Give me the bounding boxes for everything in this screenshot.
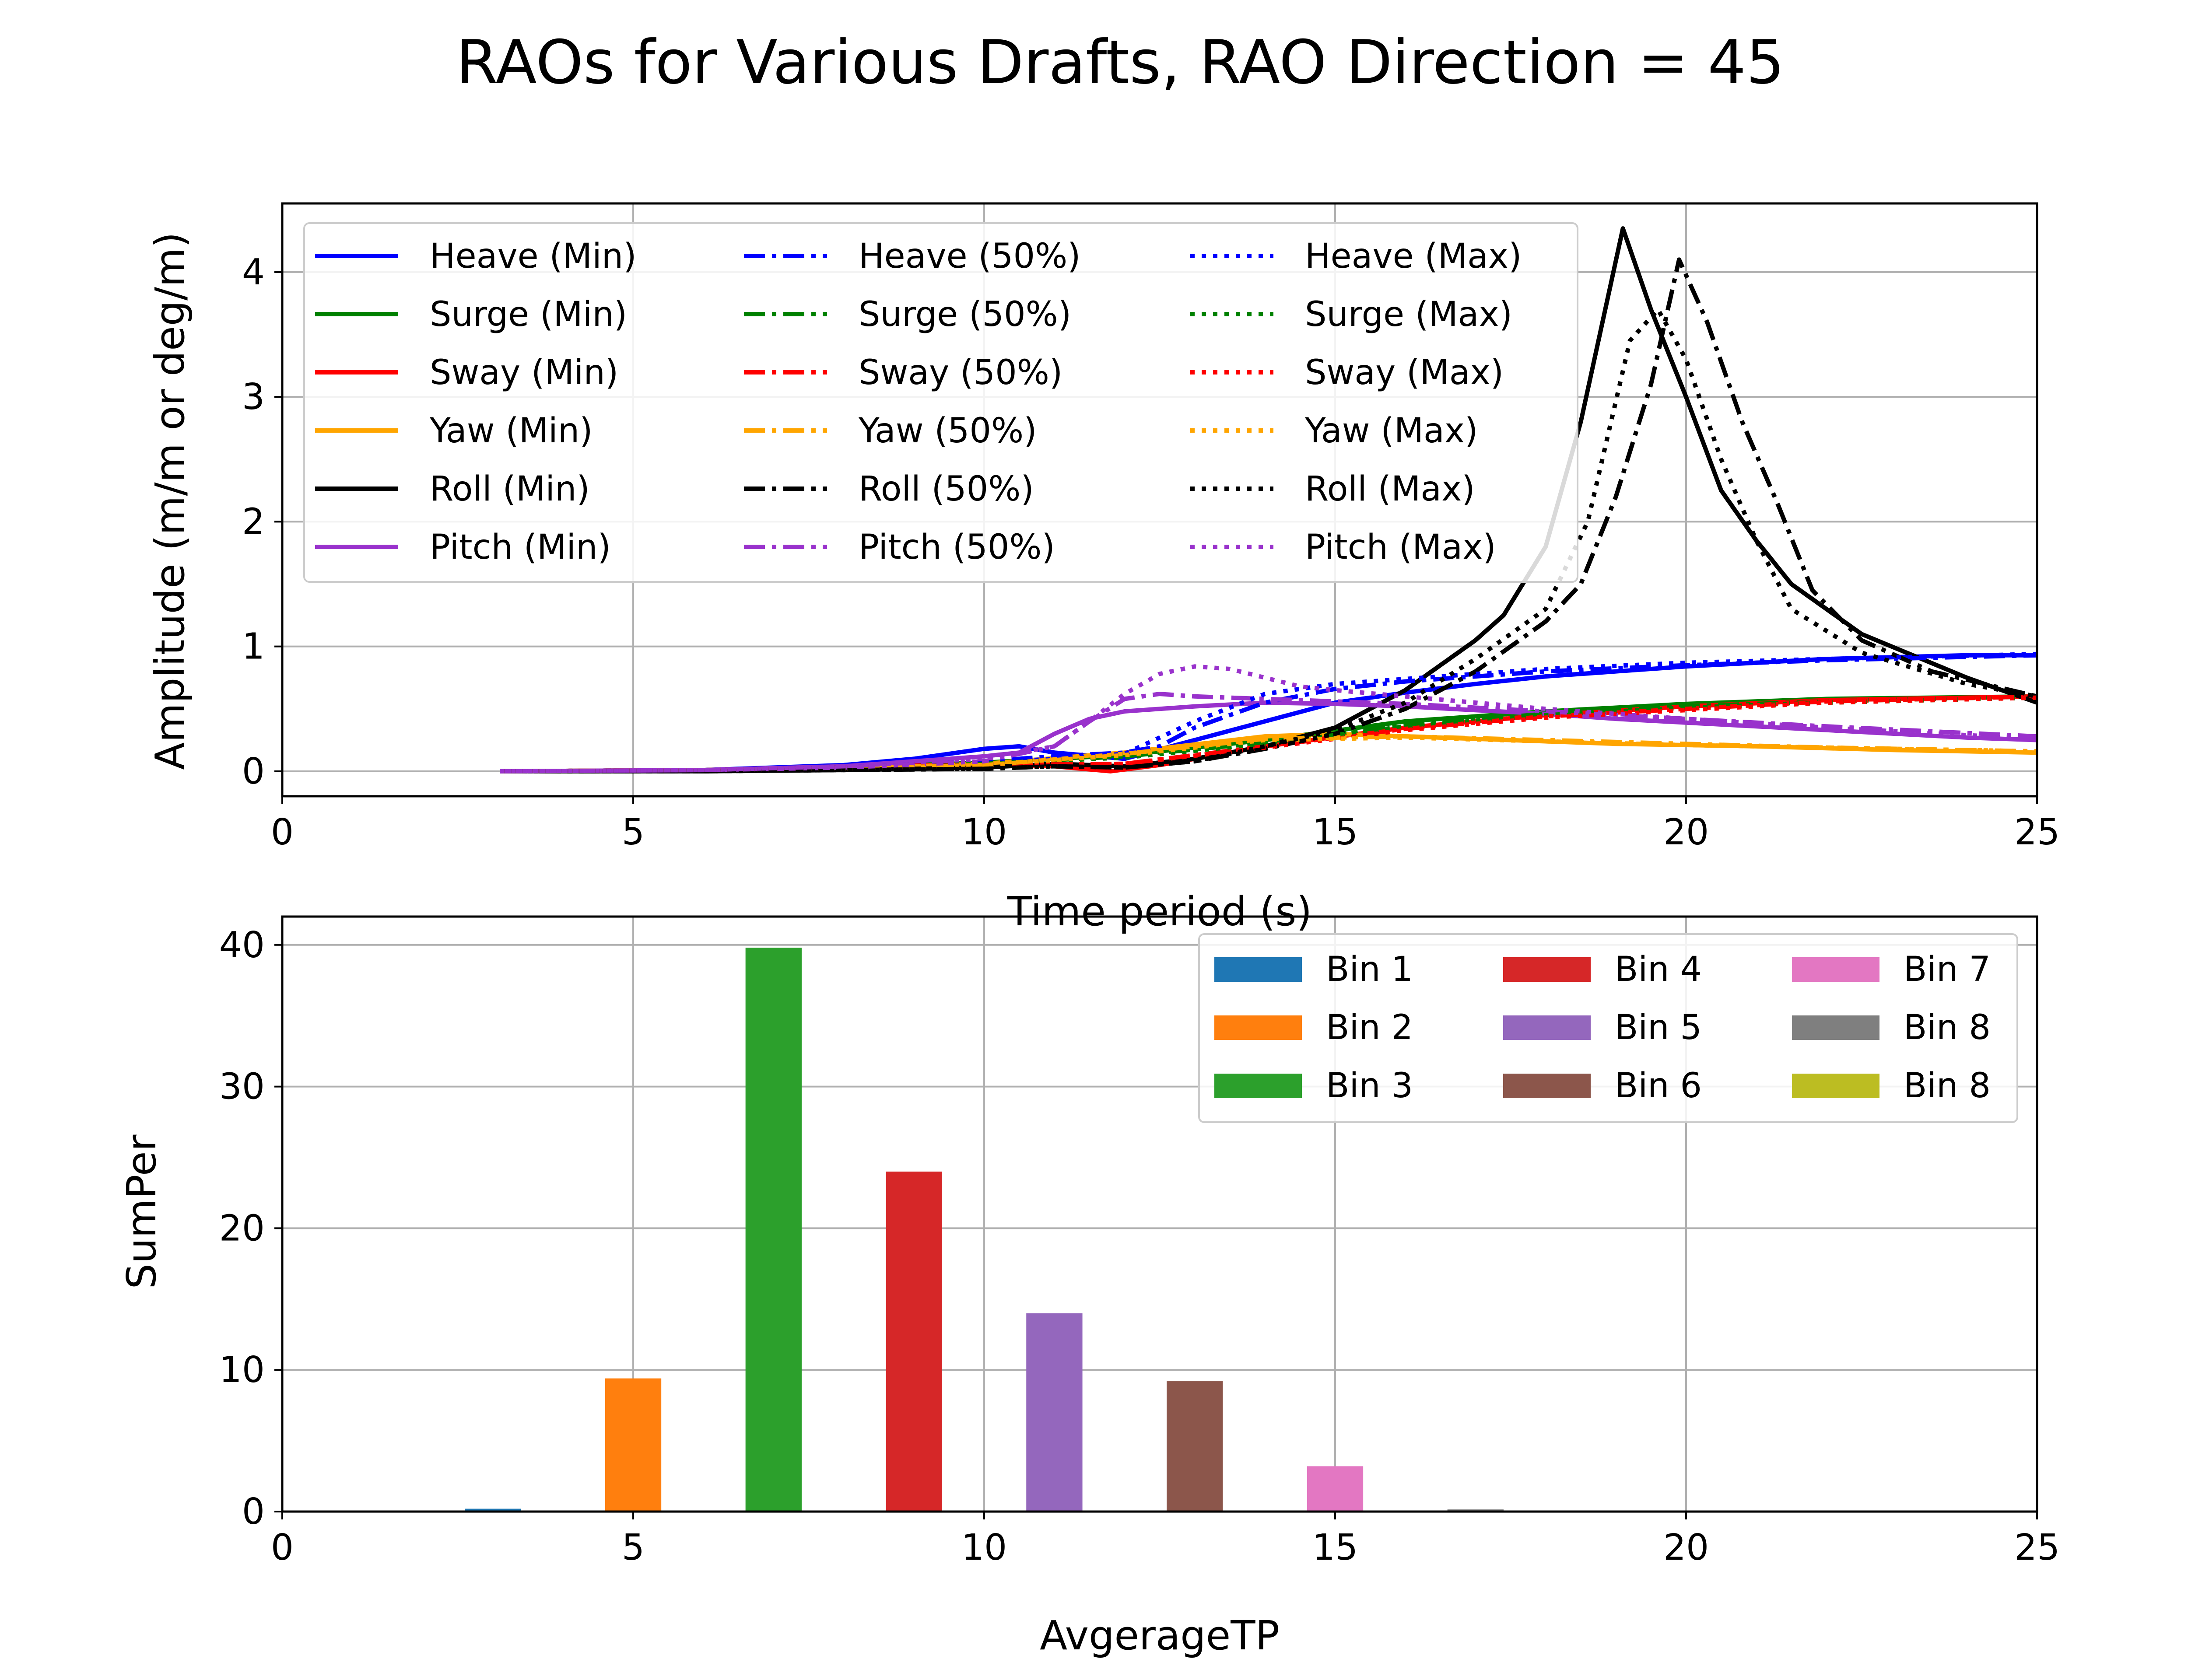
rao-series-line xyxy=(500,307,2037,774)
rao-legend-label: Pitch (50%) xyxy=(859,528,1055,567)
rao-y-tick-label: 2 xyxy=(242,501,265,542)
bin-y-axis-label: SumPer xyxy=(118,1134,165,1289)
bin-x-tick-label: 20 xyxy=(1663,1527,1709,1568)
bin-legend: Bin 1 Bin 2 Bin 3 Bin 4 Bin 5 Bin 6 Bin 7 Bin 8… xyxy=(1198,933,2018,1123)
bin-legend-label: Bin 7 xyxy=(1904,950,1991,989)
bin-legend-swatch xyxy=(1214,957,1302,982)
bin-bar xyxy=(1026,1313,1083,1512)
bin-legend-label: Bin 1 xyxy=(1326,950,1413,989)
rao-legend-label: Sway (Max) xyxy=(1305,353,1504,392)
rao-x-tick-label: 0 xyxy=(271,812,294,853)
rao-x-tick-label: 15 xyxy=(1312,812,1358,853)
rao-legend-label: Roll (50%) xyxy=(859,469,1034,509)
bin-x-ticks: 0 5 10 15 20 25 xyxy=(271,1512,2060,1568)
bin-legend-label: Bin 4 xyxy=(1615,950,1702,989)
rao-y-tick-label: 3 xyxy=(242,376,265,418)
figure-title: RAOs for Various Drafts, RAO Direction =… xyxy=(456,27,1785,98)
rao-x-axis-label: Time period (s) xyxy=(1007,888,1312,935)
rao-y-tick-label: 0 xyxy=(242,751,265,792)
bin-legend-label: Bin 3 xyxy=(1326,1066,1413,1106)
rao-series-line xyxy=(500,257,2038,774)
rao-legend-label: Roll (Max) xyxy=(1305,469,1475,509)
bin-y-tick-label: 40 xyxy=(219,924,265,966)
rao-legend-label: Surge (50%) xyxy=(859,295,1071,334)
bin-x-tick-label: 10 xyxy=(961,1527,1007,1568)
bin-legend-label: Bin 2 xyxy=(1326,1008,1413,1047)
rao-x-tick-label: 5 xyxy=(622,812,645,853)
rao-legend-label: Pitch (Min) xyxy=(430,528,611,567)
bin-bar xyxy=(886,1171,942,1512)
rao-series-lines xyxy=(500,226,2038,774)
rao-plot-frame xyxy=(281,202,2038,798)
bin-legend-swatch xyxy=(1214,1074,1302,1098)
bin-legend-swatch xyxy=(1503,1015,1591,1040)
rao-legend-label: Heave (Max) xyxy=(1305,237,1522,276)
bin-x-tick-label: 15 xyxy=(1312,1527,1358,1568)
rao-legend-label: Surge (Max) xyxy=(1305,295,1512,334)
bin-x-tick-label: 25 xyxy=(2014,1527,2060,1568)
rao-x-tick-label: 10 xyxy=(961,812,1007,853)
rao-series-line xyxy=(500,700,2037,774)
rao-legend-label: Heave (Min) xyxy=(430,237,637,276)
rao-line-chart: 0 5 10 15 20 25 0 1 2 3 4 Time period (s) Amplitu… xyxy=(147,202,2060,935)
bin-legend-label: Bin 8 xyxy=(1904,1066,1991,1106)
bin-x-axis-label: AvgerageTP xyxy=(1040,1612,1280,1659)
bin-y-tick-label: 30 xyxy=(219,1066,265,1108)
bin-legend-swatch xyxy=(1792,957,1879,982)
bin-legend-swatch xyxy=(1214,1015,1302,1040)
rao-legend-label: Yaw (50%) xyxy=(858,411,1037,451)
bin-legend-swatch xyxy=(1503,1074,1591,1098)
rao-legend-label: Sway (50%) xyxy=(859,353,1062,392)
bin-legend-label: Bin 6 xyxy=(1615,1066,1702,1106)
rao-legend-label: Roll (Min) xyxy=(430,469,590,509)
rao-x-tick-label: 20 xyxy=(1663,812,1709,853)
bin-bar xyxy=(605,1378,662,1512)
rao-x-tick-label: 25 xyxy=(2014,812,2060,853)
rao-x-ticks: 0 5 10 15 20 25 xyxy=(271,796,2060,853)
rao-legend-label: Pitch (Max) xyxy=(1305,528,1496,567)
bin-legend-label: Bin 8 xyxy=(1904,1008,1991,1047)
bin-y-ticks: 0 10 20 30 40 xyxy=(219,924,282,1533)
bin-x-tick-label: 0 xyxy=(271,1527,294,1568)
rao-legend-label: Yaw (Max) xyxy=(1304,411,1478,451)
bin-y-tick-label: 20 xyxy=(219,1208,265,1249)
bin-bar xyxy=(1307,1466,1364,1512)
rao-legend-label: Sway (Min) xyxy=(430,353,618,392)
bin-bar xyxy=(1167,1381,1223,1512)
rao-y-axis-label: Amplitude (m/m or deg/m) xyxy=(147,232,193,770)
bin-legend-label: Bin 5 xyxy=(1615,1008,1702,1047)
bin-y-tick-label: 0 xyxy=(242,1491,265,1533)
rao-legend-label: Yaw (Min) xyxy=(429,411,593,451)
rao-legend: Heave (Min) Surge (Min) Sway (Min) Yaw (Min… xyxy=(303,222,1578,583)
bin-legend-swatch xyxy=(1503,957,1591,982)
bin-y-tick-label: 10 xyxy=(219,1349,265,1391)
bin-bar xyxy=(465,1508,521,1512)
rao-y-tick-label: 4 xyxy=(242,252,265,293)
rao-legend-label: Heave (50%) xyxy=(859,237,1081,276)
bin-legend-box xyxy=(1198,933,2018,1123)
bin-bar xyxy=(745,948,802,1512)
rao-legend-label: Surge (Min) xyxy=(430,295,627,334)
sumper-bar-chart: 0 5 10 15 20 25 0 10 20 30 40 AvgerageTP SumPer B… xyxy=(118,915,2060,1659)
bin-x-tick-label: 5 xyxy=(622,1527,645,1568)
bin-legend-swatch xyxy=(1792,1074,1879,1098)
rao-y-ticks: 0 1 2 3 4 xyxy=(242,252,282,792)
bin-legend-swatch xyxy=(1792,1015,1879,1040)
bin-plot-frame xyxy=(281,915,2038,1513)
rao-y-tick-label: 1 xyxy=(242,626,265,668)
bin-bars xyxy=(465,948,1504,1512)
